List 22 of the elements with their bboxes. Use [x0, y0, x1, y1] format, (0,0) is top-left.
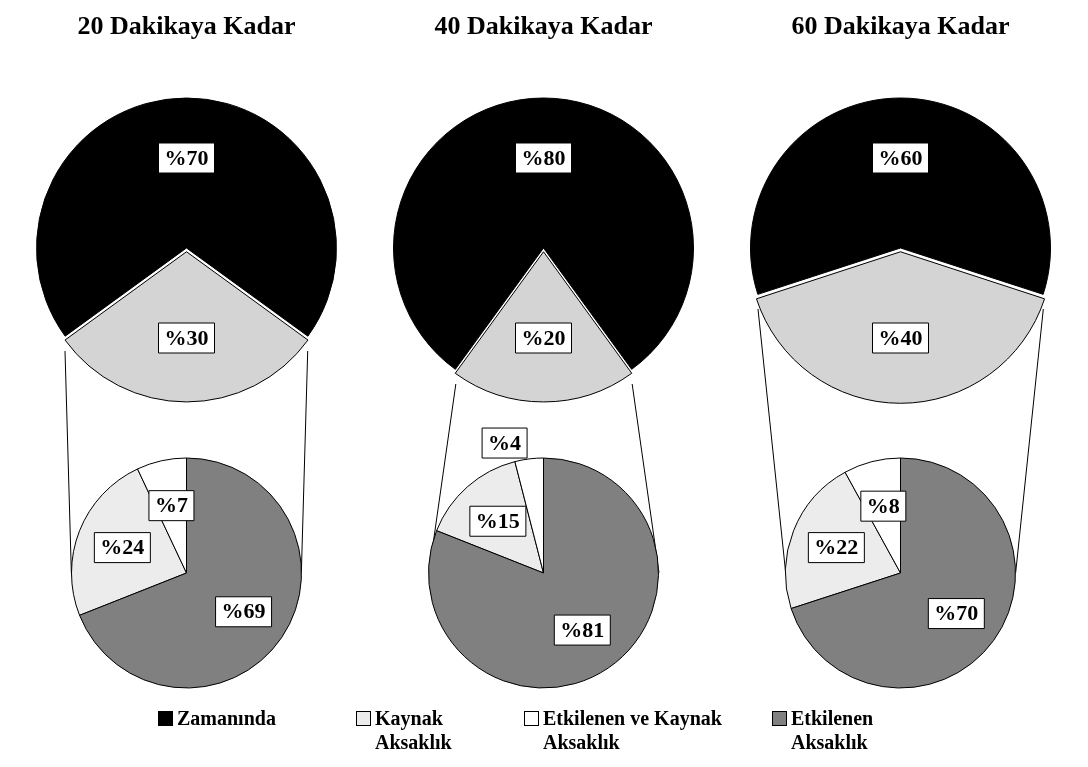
chart-title: 20 Dakikaya Kadar: [76, 10, 297, 42]
data-label: %70: [934, 600, 979, 626]
data-label: %69: [221, 598, 266, 624]
data-label: %7: [154, 492, 188, 518]
data-label: %80: [521, 144, 566, 170]
data-label: %15: [475, 507, 520, 533]
legend-label: Zamanında: [177, 706, 276, 730]
data-label: %70: [164, 144, 209, 170]
data-label: %8: [866, 492, 900, 518]
legend-label: Etkilenen ve Kaynak Aksaklık: [543, 706, 723, 754]
chart-title: 60 Dakikaya Kadar: [790, 10, 1011, 42]
data-label: %30: [164, 324, 209, 350]
legend-label: Etkilenen Aksaklık: [791, 706, 875, 754]
chart-title: 40 Dakikaya Kadar: [433, 10, 654, 42]
data-label: %81: [560, 616, 605, 642]
data-label: %4: [488, 429, 522, 455]
data-label: %60: [878, 144, 923, 170]
legend-label: Kaynak Aksaklık: [375, 706, 453, 754]
data-label: %24: [100, 534, 145, 560]
data-label: %40: [878, 324, 923, 350]
data-label: %22: [814, 534, 859, 560]
data-label: %20: [521, 324, 566, 350]
